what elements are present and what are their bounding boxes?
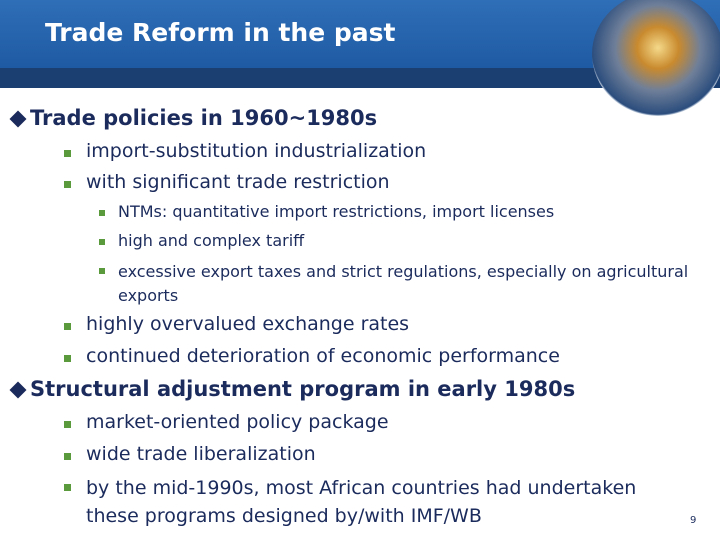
bullet	[99, 210, 105, 216]
bullet	[64, 150, 71, 157]
header-strip	[0, 68, 720, 88]
item: by the mid-1990s, most African countries…	[86, 477, 637, 527]
item: highly overvalued exchange rates	[86, 313, 410, 335]
bullet	[64, 453, 71, 460]
bullet	[64, 181, 71, 188]
item: continued deterioration of economic perf…	[86, 345, 560, 367]
subitem: excessive export taxes and strict regula…	[118, 262, 689, 305]
subitem: high and complex tariff	[118, 231, 305, 250]
bullet	[99, 239, 105, 245]
bullet	[99, 268, 105, 274]
bullet	[64, 421, 71, 428]
section-heading: Trade policies in 1960~1980s	[30, 106, 378, 130]
bullet	[64, 484, 71, 491]
item: wide trade liberalization	[86, 443, 316, 465]
page-number: 9	[690, 515, 697, 526]
bullet	[9, 381, 27, 399]
header-image	[592, 0, 720, 116]
bullet	[64, 323, 71, 330]
bullet	[64, 355, 71, 362]
subitem: NTMs: quantitative import restrictions, …	[118, 202, 555, 221]
bullet	[9, 110, 27, 128]
item: import-substitution industrialization	[86, 140, 427, 162]
item: with significant trade restriction	[86, 171, 390, 193]
item: market-oriented policy package	[86, 411, 389, 433]
section-heading: Structural adjustment program in early 1…	[30, 377, 576, 401]
slide-title: Trade Reform in the past	[45, 18, 396, 47]
